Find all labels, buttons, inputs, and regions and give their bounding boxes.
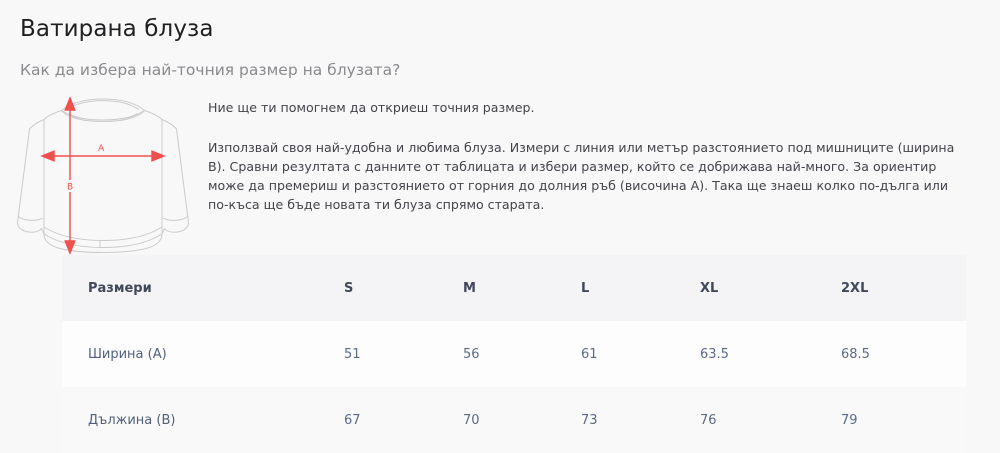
cell-width-l: 61 [581, 346, 598, 362]
intro-section: A B Ние ще ти помогнем да откриеш точния… [0, 94, 1000, 256]
row-label-length: Дължина (B) [88, 412, 176, 428]
column-header-2xl: 2XL [841, 280, 869, 296]
cell-width-2xl: 68.5 [841, 346, 870, 362]
cell-width-xl: 63.5 [700, 346, 729, 362]
page-header: Ватирана блуза Как да избера най-точния … [20, 14, 980, 81]
column-header-xl: XL [700, 280, 719, 296]
intro-lead-paragraph: Ние ще ти помогнем да откриеш точния раз… [208, 100, 535, 115]
column-header-m: M [463, 280, 476, 296]
cell-length-s: 67 [344, 412, 361, 428]
measure-a-label: A [98, 144, 105, 154]
table-row: Ширина (A) 51 56 61 63.5 68.5 [62, 321, 966, 387]
intro-body-paragraph: Използвай своя най-удобна и любима блуза… [208, 140, 955, 212]
table-header-row: Размери S M L XL 2XL [62, 255, 966, 321]
intro-text: Ние ще ти помогнем да откриеш точния раз… [208, 98, 970, 214]
cell-length-m: 70 [463, 412, 480, 428]
cell-length-2xl: 79 [841, 412, 858, 428]
column-header-measure: Размери [88, 280, 152, 296]
page-subtitle: Как да избера най-точния размер на блуза… [20, 61, 401, 79]
cell-width-s: 51 [344, 346, 361, 362]
measure-b-label: B [67, 183, 73, 193]
cell-width-m: 56 [463, 346, 480, 362]
column-header-s: S [344, 280, 354, 296]
column-header-l: L [581, 280, 590, 296]
cell-length-xl: 76 [700, 412, 717, 428]
cell-length-l: 73 [581, 412, 598, 428]
table-row: Дължина (B) 67 70 73 76 79 [62, 387, 966, 453]
size-table: Размери S M L XL 2XL Ширина (A) 51 56 61… [62, 255, 966, 453]
row-label-width: Ширина (A) [88, 346, 167, 362]
page-title: Ватирана блуза [20, 16, 214, 42]
garment-illustration: A B [14, 94, 192, 256]
